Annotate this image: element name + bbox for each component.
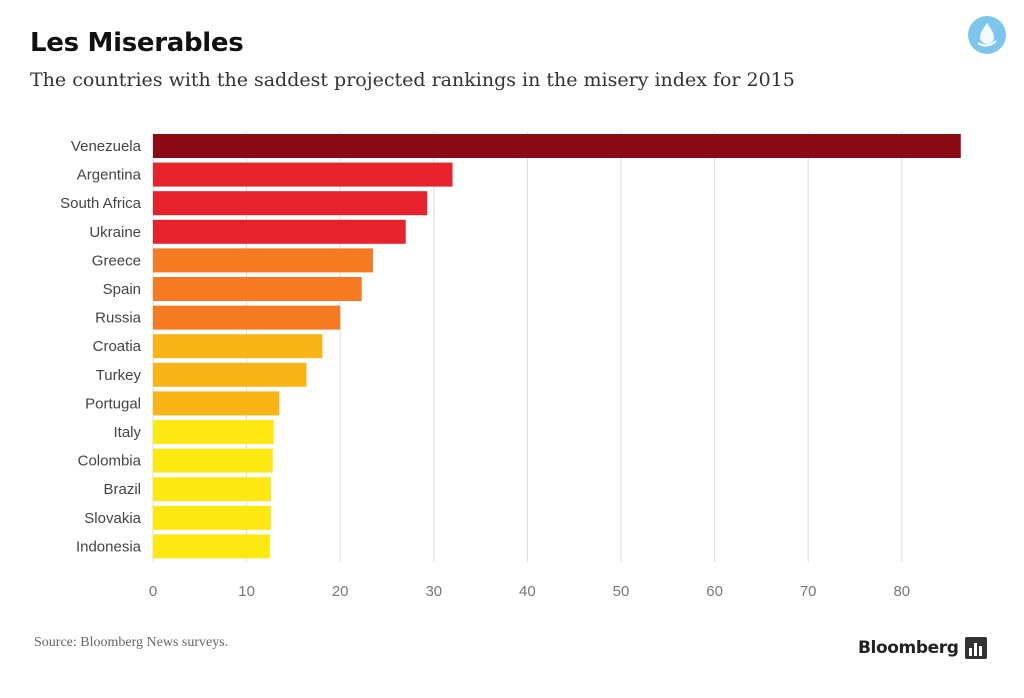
water-drop-icon bbox=[968, 16, 1006, 54]
category-label: Venezuela bbox=[71, 138, 142, 155]
bar-chart: Venezuela Argentina South Africa Ukraine Gre… bbox=[60, 132, 961, 600]
bar-croatia bbox=[153, 334, 323, 359]
chart-subtitle: The countries with the saddest projected… bbox=[30, 69, 795, 91]
x-tick-label: 20 bbox=[332, 583, 349, 600]
bar-ukraine bbox=[153, 219, 406, 244]
chart-title: Les Miserables bbox=[30, 28, 244, 58]
category-label: Russia bbox=[95, 310, 142, 327]
bar-russia bbox=[153, 305, 341, 330]
x-tick-label: 10 bbox=[238, 583, 255, 600]
bar-greece bbox=[153, 248, 373, 273]
category-label: Croatia bbox=[93, 338, 142, 355]
category-label: Spain bbox=[103, 281, 141, 298]
x-tick-label: 50 bbox=[613, 583, 630, 600]
x-tick-label: 60 bbox=[706, 583, 723, 600]
category-label: Brazil bbox=[103, 481, 141, 498]
brand-name: Bloomberg bbox=[858, 638, 959, 658]
x-tick-label: 40 bbox=[519, 583, 536, 600]
bars bbox=[153, 134, 961, 559]
bar-argentina bbox=[153, 162, 453, 187]
bar-brazil bbox=[153, 477, 271, 502]
x-tick-label: 30 bbox=[425, 583, 442, 600]
category-label: South Africa bbox=[60, 195, 142, 212]
category-labels: Venezuela Argentina South Africa Ukraine Gre… bbox=[60, 138, 142, 555]
bar-indonesia bbox=[153, 534, 270, 559]
category-label: Argentina bbox=[77, 167, 142, 184]
x-tick-label: 70 bbox=[800, 583, 817, 600]
source-note: Source: Bloomberg News surveys. bbox=[34, 635, 229, 650]
category-label: Ukraine bbox=[89, 224, 141, 241]
category-label: Italy bbox=[113, 424, 141, 441]
category-label: Colombia bbox=[78, 453, 142, 470]
x-tick-label: 0 bbox=[149, 583, 157, 600]
bar-italy bbox=[153, 420, 274, 444]
category-label: Greece bbox=[92, 252, 141, 269]
category-label: Turkey bbox=[96, 367, 142, 384]
bar-turkey bbox=[153, 362, 307, 387]
category-label: Slovakia bbox=[84, 510, 141, 527]
bar-slovakia bbox=[153, 505, 271, 530]
bar-colombia bbox=[153, 448, 273, 473]
bar-south-africa bbox=[153, 191, 428, 216]
bar-spain bbox=[153, 277, 362, 301]
bar-portugal bbox=[153, 391, 280, 416]
x-tick-labels: 0 10 20 30 40 50 60 70 80 bbox=[149, 583, 910, 600]
category-label: Portugal bbox=[85, 395, 141, 412]
category-label: Indonesia bbox=[76, 538, 142, 555]
bar-venezuela bbox=[153, 134, 961, 158]
bar-chart-icon bbox=[965, 637, 987, 659]
x-tick-label: 80 bbox=[893, 583, 910, 600]
